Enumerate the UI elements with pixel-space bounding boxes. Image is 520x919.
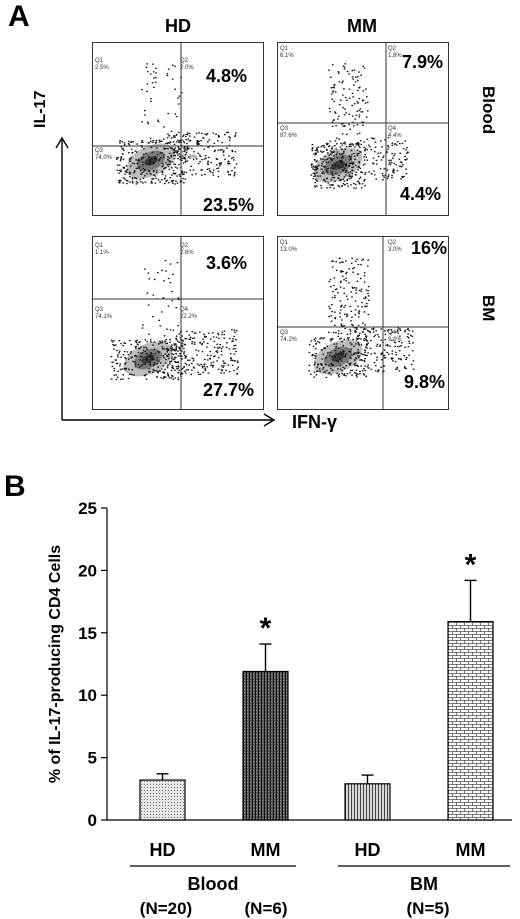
facs-scatter-mm-blood [278,43,448,215]
facs-mm-blood-lower-pct: 4.4% [400,184,442,204]
q2-value: 3.0% [388,247,402,253]
panel-a-axis-arrows [55,136,276,427]
n-label: (N=6) [245,899,288,918]
q1-label: Q1 [280,46,289,52]
facs-scatter-mm-bm [278,237,448,409]
q1-label: Q1 [95,58,104,64]
facs-scatter-hd-bm [93,237,263,409]
q3-value: 74.2% [280,337,298,343]
q4-value: 21.3% [180,155,198,161]
q2-value: 1.8% [388,53,402,59]
facs-hd-blood-q4: Q4 21.3% [180,148,197,162]
facs-mm-bm-q4: Q4 9.8% [388,330,402,344]
column-header-mm: MM [347,16,377,36]
facs-hd-bm-q4: Q4 22.2% [180,307,197,321]
y-tick-label: 20 [78,561,97,580]
y-axis-label: % of IL-17-producing CD4 Cells [47,545,64,783]
significance-star: * [465,548,477,581]
q1-value: 1.1% [95,250,109,256]
q1-label: Q1 [95,243,104,249]
q4-label: Q4 [388,126,397,132]
category-label: HD [355,840,381,860]
panel-b-letter: B [4,470,26,503]
facs-plot-hd-bm [92,236,264,410]
column-header-hd: HD [165,16,191,36]
q2-label: Q2 [180,58,189,64]
q4-label: Q4 [180,148,189,154]
q3-label: Q3 [95,307,104,313]
facs-mm-bm-q1: Q1 13.0% [280,240,297,254]
category-label: MM [456,840,486,860]
x-axis-label-ifn: IFN-γ [292,412,337,432]
group-label: Blood [188,874,239,894]
q1-label: Q1 [280,240,289,246]
facs-mm-bm-upper-pct: 16% [411,238,448,258]
y-tick-label: 15 [78,624,97,643]
q2-label: Q2 [388,240,397,246]
y-tick-label: 10 [78,686,97,705]
facs-hd-blood-q3: Q3 74.0% [95,148,112,162]
facs-mm-bm-lower-pct: 9.8% [404,372,446,392]
q2-label: Q2 [388,46,397,52]
facs-hd-bm-q2: Q2 2.6% [180,243,194,257]
facs-hd-blood-upper-pct: 4.8% [206,66,248,86]
q2-value: 2.0% [180,65,194,71]
group-label: BM [410,874,438,894]
q3-label: Q3 [95,148,104,154]
facs-mm-blood-q2: Q2 1.8% [388,46,402,60]
q3-value: 87.6% [280,133,298,139]
facs-hd-bm-lower-pct: 27.7% [203,380,255,400]
q2-value: 2.6% [180,250,194,256]
facs-plot-mm-bm [277,236,449,410]
facs-plot-hd-blood [92,42,264,216]
facs-mm-blood-q4: Q4 4.4% [388,126,402,140]
category-label: HD [150,840,176,860]
bar-0 [139,779,186,821]
facs-scatter-hd-blood [93,43,263,215]
facs-mm-blood-upper-pct: 7.9% [402,52,444,72]
q3-label: Q3 [280,330,289,336]
y-tick-label: 5 [88,749,97,768]
q4-value: 22.2% [180,314,198,320]
facs-hd-bm-q1: Q1 1.1% [95,243,109,257]
q3-label: Q3 [280,126,289,132]
significance-star: * [260,612,272,645]
facs-hd-blood-lower-pct: 23.5% [203,195,255,215]
facs-mm-blood-q3: Q3 87.6% [280,126,297,140]
q4-label: Q4 [388,330,397,336]
q2-label: Q2 [180,243,189,249]
n-label: (N=20) [140,899,192,918]
facs-mm-bm-q2: Q2 3.0% [388,240,402,254]
y-axis-label-il17: IL-17 [32,90,49,128]
facs-hd-bm-upper-pct: 3.6% [206,253,248,273]
bar-2 [344,783,391,821]
facs-hd-bm-q3: Q3 74.1% [95,307,112,321]
panel-a-letter: A [8,0,30,33]
q1-value: 6.1% [280,53,294,59]
facs-hd-blood-q2: Q2 2.0% [180,58,194,72]
q3-value: 74.1% [95,314,113,320]
n-label: (N=5) [407,899,450,918]
q1-value: 2.5% [95,65,109,71]
q4-value: 9.8% [388,337,402,343]
facs-mm-bm-q3: Q3 74.2% [280,330,297,344]
facs-hd-blood-q1: Q1 2.5% [95,58,109,72]
bar-1 [242,670,289,821]
q3-value: 74.0% [95,155,113,161]
q4-value: 4.4% [388,133,402,139]
bar-chart: 0 5 10 15 20 25 % of IL-17-producing CD4 Cells… [47,499,512,918]
q1-value: 13.0% [280,247,298,253]
facs-plot-mm-blood [277,42,449,216]
q4-label: Q4 [180,307,189,313]
facs-mm-blood-q1: Q1 6.1% [280,46,294,60]
y-tick-label: 0 [88,811,97,830]
bar-3 [447,620,494,821]
category-label: MM [251,840,281,860]
y-tick-label: 25 [78,499,97,518]
